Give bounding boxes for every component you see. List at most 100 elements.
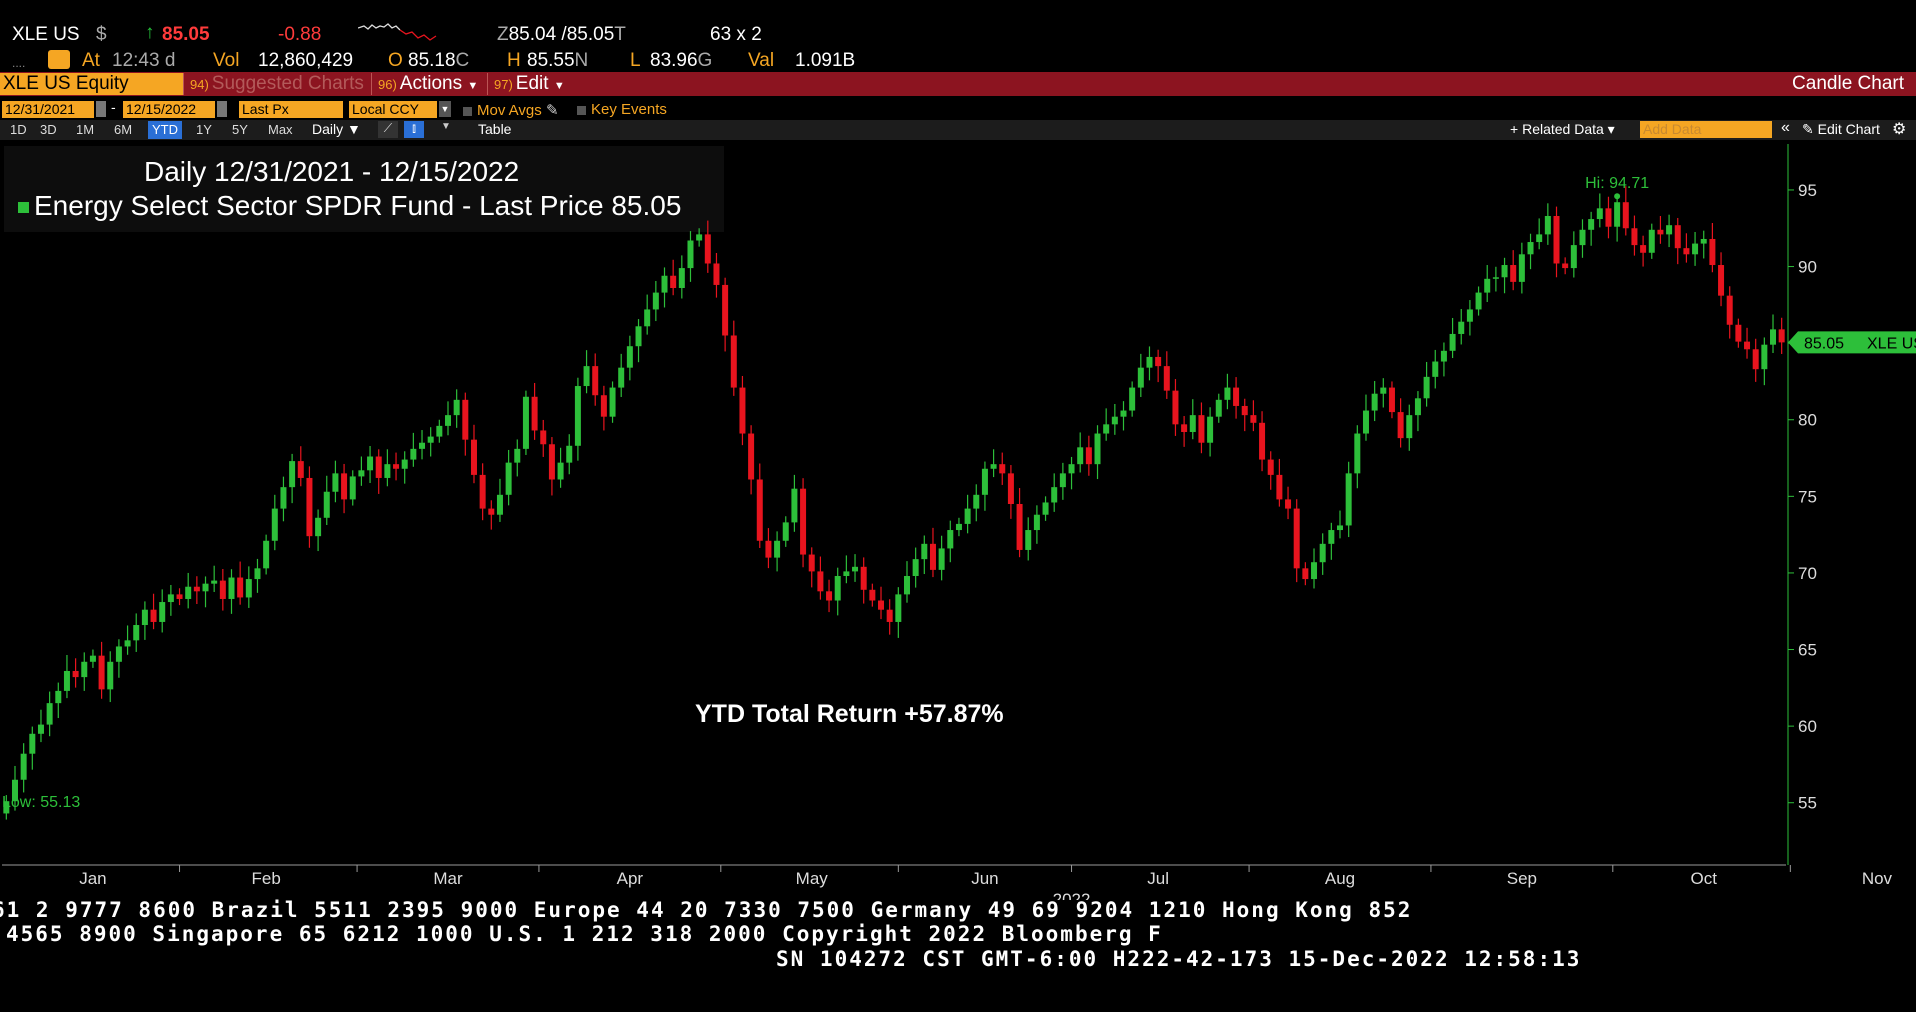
pencil-icon[interactable]: ✎ — [545, 102, 559, 119]
candle-body — [496, 494, 503, 515]
candle-body — [1778, 329, 1785, 343]
candle-body — [687, 240, 694, 269]
bid-ask: Z85.04 /85.05T — [497, 24, 626, 45]
period-button-6m[interactable]: 6M — [114, 122, 133, 137]
candle-body — [1354, 433, 1361, 474]
candle-body — [1181, 424, 1188, 432]
high-value: 85.55N — [527, 50, 589, 71]
add-data-input[interactable] — [1640, 121, 1772, 138]
high-label: H — [507, 50, 521, 71]
security-field[interactable]: XLE US Equity — [0, 73, 183, 95]
frequency-select[interactable]: Daily ▼ — [312, 121, 361, 137]
candle-body — [1622, 202, 1629, 229]
candle-body — [609, 387, 616, 417]
candle-body — [574, 386, 581, 446]
related-data-menu[interactable]: + Related Data ▾ — [1510, 121, 1615, 137]
candle-chart[interactable]: 556065707580859095JanFebMarAprMayJunJulA… — [0, 140, 1916, 900]
candle-body — [263, 540, 270, 569]
edit-chart-button[interactable]: ✎ Edit Chart — [1802, 121, 1880, 137]
edit-menu[interactable]: 97) Edit ▼ — [487, 73, 575, 95]
candle-body — [20, 753, 27, 780]
candle-body — [81, 661, 88, 678]
period-button-1d[interactable]: 1D — [10, 122, 27, 137]
period-button-3d[interactable]: 3D — [40, 122, 57, 137]
candle-body — [1293, 508, 1300, 569]
candle-body — [505, 462, 512, 495]
period-button-ytd[interactable]: YTD — [148, 121, 182, 139]
x-tick-label: Jun — [971, 869, 998, 888]
candle-body — [531, 396, 538, 431]
candle-body — [1319, 543, 1326, 563]
start-date-input[interactable]: 12/31/2021 — [2, 101, 94, 118]
candle-body — [1302, 568, 1309, 580]
candle-body — [98, 655, 105, 690]
x-tick-label: Apr — [617, 869, 644, 888]
period-button-1m[interactable]: 1M — [76, 122, 95, 137]
candle-chart-icon[interactable]: ⫾ — [404, 121, 424, 138]
currency-select[interactable]: Local CCY — [349, 101, 437, 118]
candle-body — [1657, 229, 1664, 235]
period-button-1y[interactable]: 1Y — [196, 122, 212, 137]
candle-body — [1042, 502, 1049, 515]
period-button-5y[interactable]: 5Y — [232, 122, 248, 137]
candle-body — [1267, 459, 1274, 475]
period-button-max[interactable]: Max — [268, 122, 293, 137]
y-tick-label: 70 — [1798, 564, 1817, 583]
candle-body — [566, 445, 573, 463]
candle-body — [176, 594, 183, 599]
candle-body — [1752, 349, 1759, 370]
gear-icon[interactable]: ⚙ — [1892, 121, 1907, 138]
candle-body — [912, 559, 919, 576]
candle-body — [1163, 366, 1170, 391]
calendar-icon[interactable] — [96, 101, 106, 117]
candle-body — [306, 477, 313, 537]
volume-label: Vol — [213, 50, 240, 71]
price-field-select[interactable]: Last Px — [239, 101, 343, 118]
checkbox-icon[interactable] — [463, 106, 472, 116]
chevron-down-icon[interactable]: ▼ — [439, 101, 451, 117]
candle-body — [800, 488, 807, 555]
candle-body — [185, 586, 192, 599]
open-label: O — [388, 50, 403, 71]
candle-body — [670, 275, 677, 288]
bid-ask-size: 63 x 2 — [710, 24, 762, 45]
candle-body — [635, 326, 642, 347]
checkbox-icon[interactable] — [577, 105, 586, 115]
key-events-toggle[interactable]: Key Events — [577, 101, 667, 118]
calendar-icon[interactable] — [217, 101, 227, 117]
chevron-down-icon[interactable]: ▼ — [441, 121, 451, 132]
mov-avgs-toggle[interactable]: Mov Avgs ✎ — [463, 101, 559, 119]
actions-menu[interactable]: 96) Actions ▼ — [371, 73, 487, 95]
candle-body — [817, 571, 824, 592]
candle-body — [678, 268, 685, 288]
candle-body — [280, 487, 287, 509]
footer-line-3: SN 104272 CST GMT-6:00 H222-42-173 15-De… — [776, 947, 1582, 971]
at-label: At — [82, 50, 100, 71]
collapse-icon[interactable]: « — [1781, 119, 1790, 136]
candle-body — [548, 444, 555, 480]
candle-body — [1761, 344, 1768, 370]
candle-body — [384, 464, 391, 478]
candle-body — [1484, 278, 1491, 293]
candle-body — [704, 234, 711, 264]
suggested-charts-menu[interactable]: 94) Suggested Charts — [183, 73, 371, 95]
candle-body — [167, 594, 174, 603]
candle-body — [228, 577, 235, 599]
candle-body — [124, 640, 131, 647]
candle-body — [3, 801, 10, 814]
candle-body — [479, 474, 486, 509]
table-button[interactable]: Table — [478, 121, 512, 137]
end-date-input[interactable]: 12/15/2022 — [123, 101, 215, 118]
line-chart-icon[interactable]: ⟋ — [378, 121, 398, 138]
candle-body — [1536, 234, 1543, 243]
candle-body — [367, 456, 374, 471]
last-price-tag-ticker: XLE US — [1867, 335, 1916, 352]
candle-body — [748, 433, 755, 480]
candle-body — [254, 568, 261, 580]
candle-body — [826, 591, 833, 601]
candle-body — [1570, 245, 1577, 269]
candle-body — [791, 488, 798, 523]
candle-body — [1700, 238, 1707, 244]
gauge-icon[interactable] — [48, 50, 70, 69]
function-toolbar — [0, 72, 1916, 96]
